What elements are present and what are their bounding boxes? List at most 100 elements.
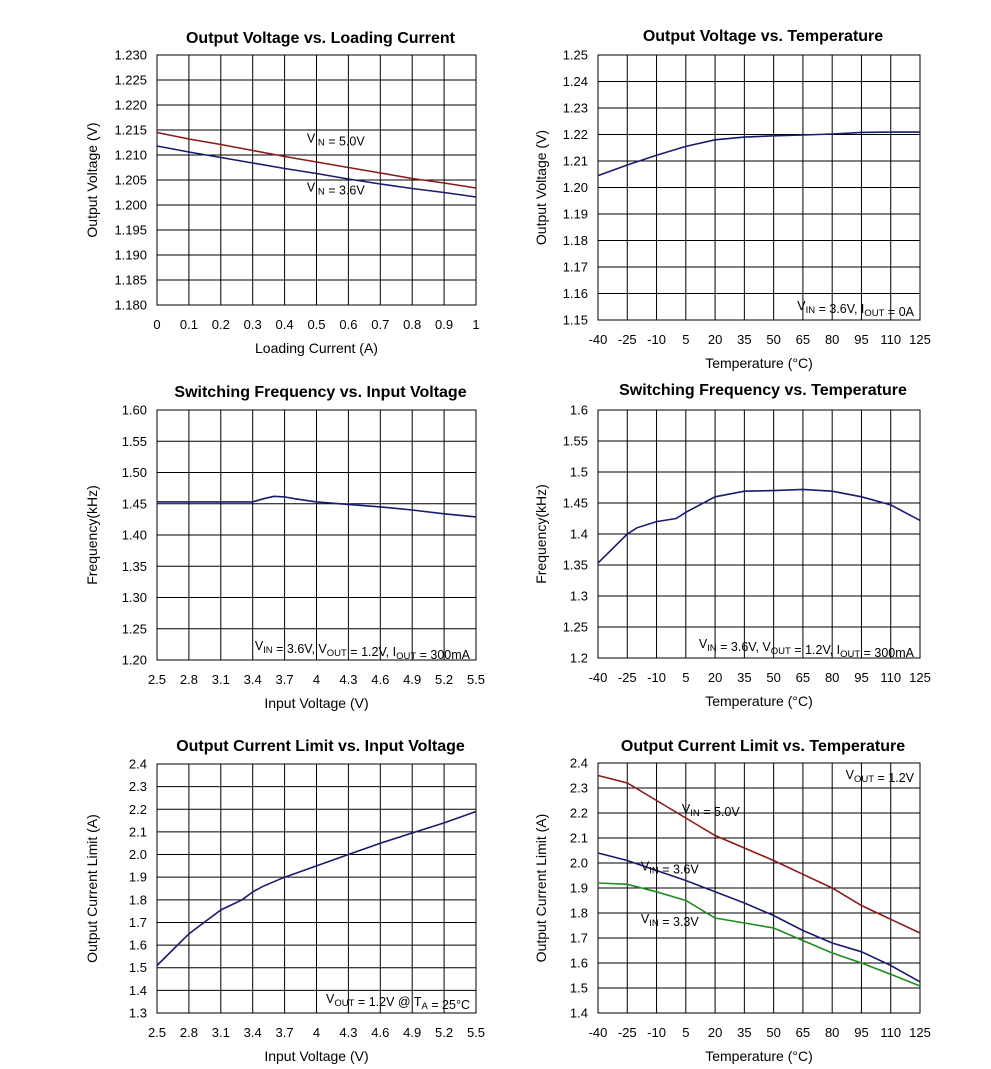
x-tick-label: -25 xyxy=(618,332,637,347)
y-tick-label: 1.25 xyxy=(563,48,588,63)
x-tick-label: 35 xyxy=(737,332,751,347)
x-tick-label: 125 xyxy=(909,1025,931,1040)
x-tick-label: 95 xyxy=(854,1025,868,1040)
x-tick-label: 125 xyxy=(909,670,931,685)
x-tick-label: 20 xyxy=(708,1025,722,1040)
plot-frame xyxy=(597,409,921,659)
series-line-vin-3-6v xyxy=(156,145,477,198)
series-line-main xyxy=(597,488,921,564)
y-tick-label: 1.4 xyxy=(570,527,588,542)
chart-panel-6: Output Current Limit vs. Temperature-40-… xyxy=(533,738,931,1064)
y-tick-label: 1.4 xyxy=(129,983,147,998)
x-tick-label: 2.5 xyxy=(148,672,166,687)
y-tick-label: 1.30 xyxy=(122,590,147,605)
x-tick-label: 0.2 xyxy=(212,317,230,332)
y-tick-label: 2.2 xyxy=(129,802,147,817)
x-tick-label: 35 xyxy=(737,1025,751,1040)
x-axis-label: Loading Current (A) xyxy=(255,340,378,356)
plot-frame xyxy=(156,54,477,306)
x-tick-label: -40 xyxy=(589,670,608,685)
y-tick-label: 1.19 xyxy=(563,207,588,222)
y-tick-label: 1.22 xyxy=(563,127,588,142)
series-line-vin-3-3v xyxy=(597,882,921,987)
y-tick-label: 1.55 xyxy=(563,434,588,449)
x-tick-label: 110 xyxy=(880,1025,901,1040)
x-axis-label: Input Voltage (V) xyxy=(264,695,368,711)
x-tick-label: 95 xyxy=(854,670,868,685)
y-tick-label: 2.1 xyxy=(129,824,147,839)
x-tick-label: 2.8 xyxy=(180,1025,198,1040)
chart-title: Switching Frequency vs. Input Voltage xyxy=(174,384,466,401)
chart-panel-3: Switching Frequency vs. Input Voltage 2.5… xyxy=(84,384,485,711)
x-tick-label: 65 xyxy=(796,1025,810,1040)
y-tick-label: 2.3 xyxy=(129,779,147,794)
x-tick-label: 5 xyxy=(682,1025,689,1040)
x-tick-label: 110 xyxy=(880,332,901,347)
chart-panel-1: Output Voltage vs. Loading Current 0 0.1 0.… xyxy=(84,30,480,356)
x-tick-label: 0.9 xyxy=(435,317,453,332)
y-axis-label: Output Voltage (V) xyxy=(533,130,549,245)
chart-title: Output Current Limit vs. Input Voltage xyxy=(176,738,465,755)
series-label: VIN = 3.6V xyxy=(641,860,699,877)
y-tick-label: 1.15 xyxy=(563,313,588,328)
condition-note: VOUT = 1.2V @ TA = 25°C xyxy=(326,992,470,1012)
y-tick-label: 1.205 xyxy=(114,173,147,188)
x-tick-label: 3.4 xyxy=(244,1025,262,1040)
y-tick-label: 1.23 xyxy=(563,101,588,116)
y-tick-label: 1.9 xyxy=(570,881,588,896)
x-tick-label: -10 xyxy=(647,670,666,685)
x-axis-label: Temperature (°C) xyxy=(705,693,813,709)
y-tick-label: 1.40 xyxy=(122,528,147,543)
y-tick-label: 1.25 xyxy=(122,621,147,636)
y-tick-label: 1.7 xyxy=(129,915,147,930)
x-tick-label: 95 xyxy=(854,332,868,347)
y-tick-label: 1.5 xyxy=(570,981,588,996)
y-tick-label: 1.230 xyxy=(114,48,147,63)
x-tick-label: 50 xyxy=(766,1025,780,1040)
y-tick-label: 1.16 xyxy=(563,286,588,301)
x-tick-label: 4.6 xyxy=(371,1025,389,1040)
x-tick-label: 4.3 xyxy=(339,1025,357,1040)
x-tick-label: 5.5 xyxy=(467,1025,485,1040)
y-tick-label: 1.18 xyxy=(563,233,588,248)
y-tick-label: 1.24 xyxy=(563,74,588,89)
x-axis-label: Input Voltage (V) xyxy=(264,1048,368,1064)
series-line-vin-5-0v xyxy=(597,774,921,934)
x-axis-label: Temperature (°C) xyxy=(705,355,813,371)
y-tick-label: 1.8 xyxy=(570,906,588,921)
chart-title: Output Voltage vs. Temperature xyxy=(643,28,883,45)
x-tick-label: 65 xyxy=(796,332,810,347)
x-tick-label: 1 xyxy=(472,317,479,332)
condition-note: VIN = 3.6V, IOUT = 0A xyxy=(797,299,914,319)
y-tick-label: 1.4 xyxy=(570,1006,588,1021)
x-tick-label: 80 xyxy=(825,332,839,347)
x-tick-label: 3.7 xyxy=(276,672,294,687)
x-tick-label: -40 xyxy=(589,332,608,347)
x-tick-label: 3.7 xyxy=(276,1025,294,1040)
x-tick-label: -40 xyxy=(589,1025,608,1040)
y-tick-label: 1.190 xyxy=(114,248,147,263)
x-tick-label: 4 xyxy=(313,1025,320,1040)
y-axis-label: Frequency(kHz) xyxy=(533,484,549,584)
series-line-main xyxy=(156,810,477,967)
y-tick-label: 2.4 xyxy=(129,757,147,772)
plot-frame xyxy=(597,762,921,1014)
x-tick-label: 2.5 xyxy=(148,1025,166,1040)
y-tick-label: 1.220 xyxy=(114,98,147,113)
y-tick-label: 1.60 xyxy=(122,403,147,418)
chart-panel-5: Output Current Limit vs. Input Voltage 2.… xyxy=(84,738,485,1064)
x-tick-label: 3.1 xyxy=(212,672,230,687)
y-tick-label: 2.0 xyxy=(570,856,588,871)
x-tick-label: 20 xyxy=(708,332,722,347)
x-tick-label: 5 xyxy=(682,332,689,347)
condition-note: VIN = 3.6V, VOUT = 1.2V, IOUT = 300mA xyxy=(699,637,915,660)
y-axis-label: Output Current Limit (A) xyxy=(533,814,549,963)
x-tick-label: 4.3 xyxy=(339,672,357,687)
x-tick-label: 50 xyxy=(766,670,780,685)
y-tick-label: 1.2 xyxy=(570,651,588,666)
y-tick-label: 1.8 xyxy=(129,892,147,907)
y-tick-label: 1.35 xyxy=(122,559,147,574)
x-tick-label: 0 xyxy=(153,317,160,332)
y-tick-label: 1.185 xyxy=(114,273,147,288)
